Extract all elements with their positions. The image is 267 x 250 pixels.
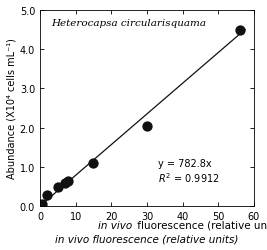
Point — [40, 202, 44, 206]
Text: in vivo fluorescence (relative units): in vivo fluorescence (relative units) — [55, 234, 239, 243]
Point — [56, 186, 60, 190]
Text: Heterocapsa circularisquama: Heterocapsa circularisquama — [51, 19, 206, 28]
Text: in vivo: in vivo — [98, 220, 132, 230]
Point — [145, 124, 149, 128]
Point — [66, 180, 71, 184]
Point — [91, 161, 96, 165]
Point — [63, 182, 67, 186]
Point — [45, 193, 49, 197]
Y-axis label: Abundance (X10⁴ cells mL⁻¹): Abundance (X10⁴ cells mL⁻¹) — [7, 38, 17, 179]
Text: fluorescence (relative units): fluorescence (relative units) — [134, 220, 267, 230]
Text: y = 782.8x
$R^2$ = 0.9912: y = 782.8x $R^2$ = 0.9912 — [158, 159, 219, 185]
Point — [238, 28, 242, 32]
